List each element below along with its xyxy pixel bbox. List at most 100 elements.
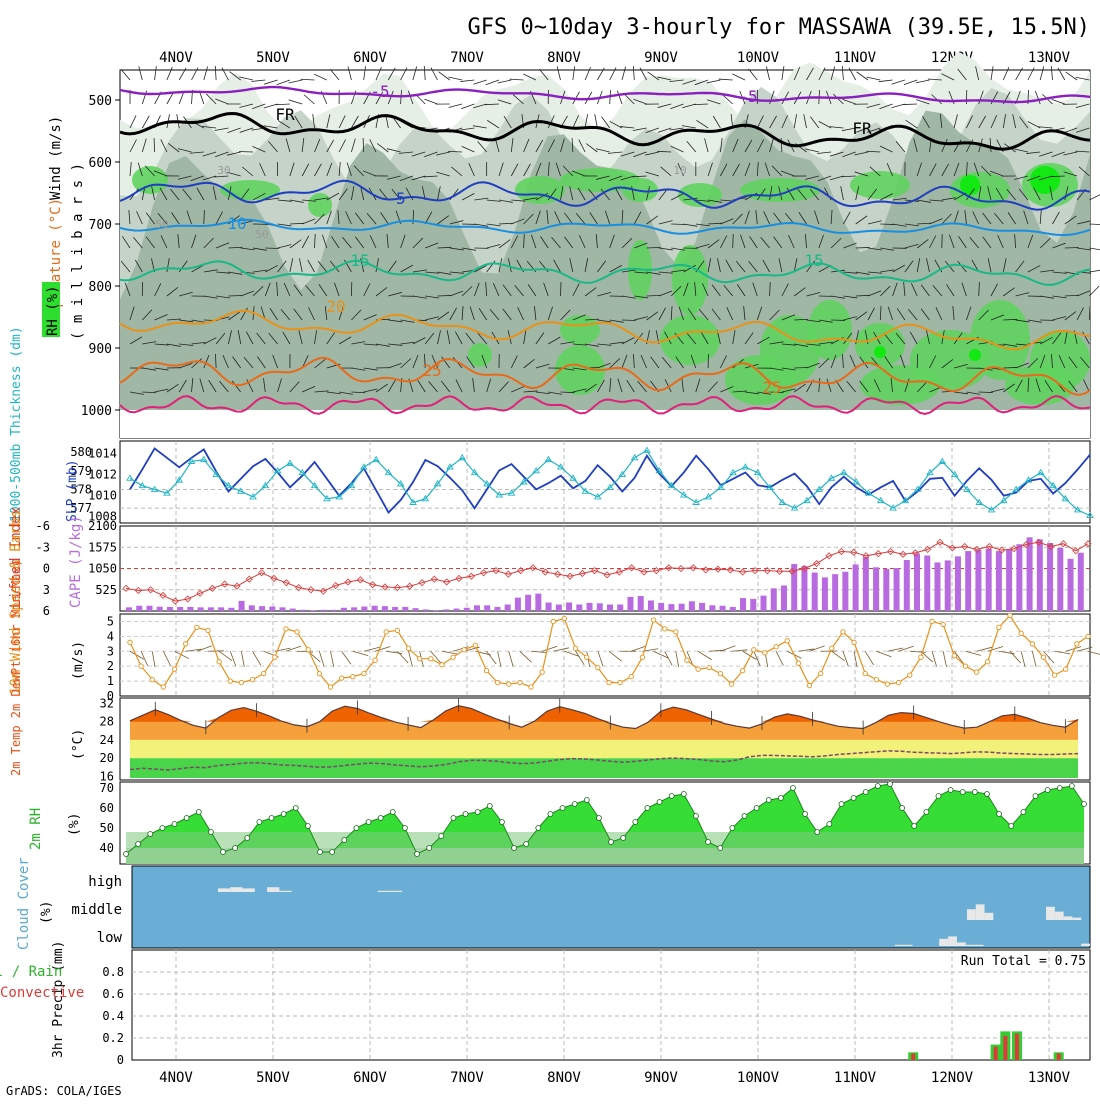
precip-conv-bar-2 [1003,1036,1007,1060]
wind10m-point-67 [874,677,878,681]
bottom-day-label-4: 8NOV [547,1070,581,1086]
wind10m-point-12 [261,671,265,675]
upper-barb-768 [794,367,808,368]
cape-bar-19 [320,610,326,611]
cape-bar-12 [249,605,255,611]
rh2m-point-50 [730,826,735,831]
temp-tick-24: 24 [100,733,114,747]
cape-tick-1050: 1050 [88,562,117,576]
upper-barb-1097 [1089,194,1100,200]
wind10m-tick-2: 2 [107,659,114,673]
rh2m-point-40 [609,840,614,845]
top-day-label-4: 8NOV [547,50,581,66]
wind10m-point-38 [551,619,555,623]
rh2m-point-14 [293,806,298,811]
rh2m-point-4 [172,822,177,827]
rh2m-point-76 [1045,788,1050,793]
wind10m-point-26 [417,657,421,661]
cloud-low-bar-87 [904,945,913,946]
precip-panel: 0.80.60.40.20 Run Total = 0.75 3hr Preci… [0,941,1090,1067]
isotherm-label-7: 15 [804,251,823,270]
rh-axis-label: RH (%) [45,285,61,336]
cape-bar-25 [382,606,388,611]
rh-blob-13 [672,245,708,315]
wind10m-point-79 [1008,613,1012,617]
cloud-middle-bar-96 [976,904,985,920]
wind10m-point-37 [540,670,544,674]
li-tick-1: -3 [36,540,50,554]
cape-bar-59 [730,607,736,611]
cloud-middle-bar-107 [1072,918,1081,920]
cloud-high-bar-20 [378,891,390,892]
rh2m-point-54 [778,796,783,801]
cloud-level-middle: middle [71,902,122,918]
rh2m-point-56 [803,812,808,817]
rh2m-point-35 [548,812,553,817]
rh2m-tick-40: 40 [100,841,114,855]
rh2m-point-30 [487,804,492,809]
rh2m-point-55 [790,786,795,791]
rh2m-point-37 [572,802,577,807]
rh2m-tick-70: 70 [100,781,114,795]
rh2m-point-25 [427,846,432,851]
level-label-1000: 1000 [81,404,112,419]
precip-conv-bar-4 [1057,1053,1061,1060]
wind10m-point-40 [573,646,577,650]
rh2m-point-32 [512,846,517,851]
thickness-axis-label: 1000-500mb Thickness (dm) [9,326,24,522]
wind10m-tick-3: 3 [107,644,114,658]
cape-bar-22 [351,607,357,611]
rh2m-point-24 [415,852,420,857]
cape-bar-62 [761,596,767,611]
rh2m-tick-50: 50 [100,821,114,835]
wind10m-point-27 [429,657,433,661]
rh2m-point-39 [596,816,601,821]
cape-axis-label: CAPE (J/kg) [68,515,84,608]
rh2m-point-52 [754,806,759,811]
rh2m-point-3 [160,826,165,831]
cape-bar-76 [904,560,910,611]
cape-bar-64 [781,586,787,612]
slp-tick-1014: 1014 [88,447,117,461]
wind10m-point-4 [172,667,176,671]
upper-barb-570 [622,320,636,321]
cape-bar-60 [740,598,746,611]
rh2m-point-70 [972,790,977,795]
wind10m-point-64 [841,630,845,634]
wind10m-point-53 [718,671,722,675]
wind10m-point-81 [1030,642,1034,646]
rh2m-point-33 [524,842,529,847]
isotherm-label-12: 50 [155,218,168,231]
bottom-day-label-1: 5NOV [256,1070,290,1086]
rh2m-point-69 [960,790,965,795]
cape-bar-4 [167,607,173,611]
cape-bar-85 [996,551,1002,611]
cape-bar-26 [392,607,398,611]
cloud-low-bar-86 [895,945,904,946]
level-label-900: 900 [89,342,112,357]
wind10m-point-6 [195,625,199,629]
cloud-high-bar-7 [218,888,230,892]
cape-bar-5 [177,607,183,611]
cape-bar-23 [361,607,367,611]
rh2m-point-10 [245,836,250,841]
bottom-day-label-9: 13NOV [1028,1070,1071,1086]
wind10m-point-78 [997,625,1001,629]
wind10m-point-58 [774,645,778,649]
cloud-high-bar-9 [243,888,255,892]
rh-blob-24 [725,355,795,405]
cape-bar-58 [720,606,726,611]
cape-bar-66 [801,566,807,611]
temp-tick-32: 32 [100,696,114,710]
cape-bar-10 [228,608,234,611]
cape-bar-87 [1016,544,1022,611]
li-tick-0: -6 [36,519,50,533]
wind10m-point-13 [273,655,277,659]
wind-axis-label: Wind (m/s) [48,116,64,200]
rh2m-point-15 [305,824,310,829]
cloud-low-bar-95 [975,945,984,946]
